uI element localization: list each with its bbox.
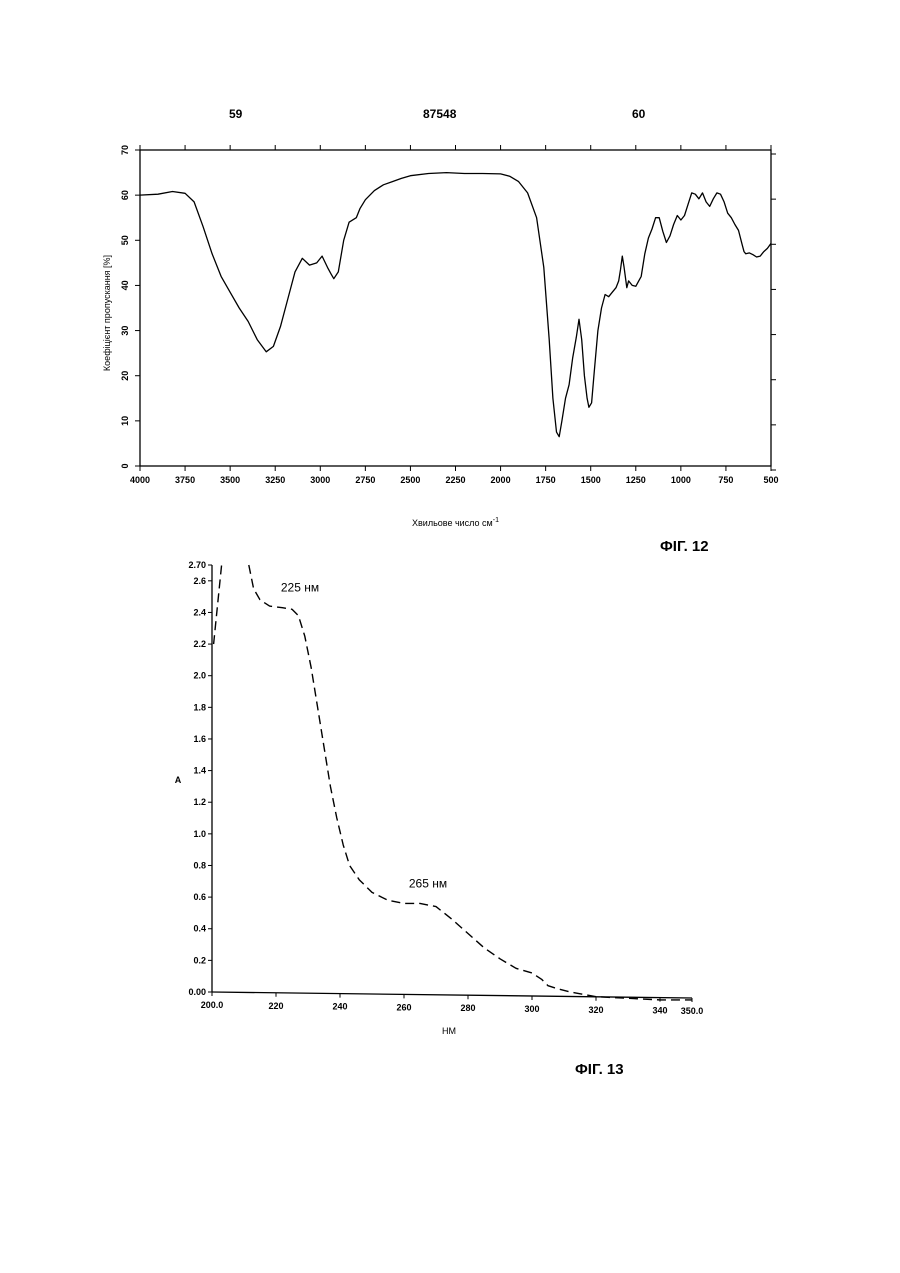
uv-x-tick-label: 260 <box>396 1002 411 1012</box>
uv-y-tick-label: 2.0 <box>193 671 206 681</box>
uv-y-tick-label: 0.4 <box>193 924 206 934</box>
uv-x-tick-label: 350.0 <box>681 1006 704 1016</box>
uv-y-tick-label: 2.4 <box>193 607 206 617</box>
uv-y-tick-label: 2.6 <box>193 576 206 586</box>
uv-absorbance-line <box>214 565 222 644</box>
uv-y-tick-label: 2.2 <box>193 639 206 649</box>
uv-x-tick-label: 240 <box>332 1002 347 1012</box>
uv-peak-annotation: 265 нм <box>409 876 447 890</box>
uv-y-tick-label: 0.2 <box>193 955 206 965</box>
uv-y-tick-label: 2.70 <box>188 560 206 570</box>
uv-y-tick-label: 1.4 <box>193 766 206 776</box>
uv-y-tick-label: 0.6 <box>193 892 206 902</box>
uv-y-tick-label: 1.8 <box>193 702 206 712</box>
uv-x-tick-label: 340 <box>652 1006 667 1016</box>
uv-y-tick-label: 0.8 <box>193 860 206 870</box>
uv-x-axis <box>212 992 692 998</box>
uv-x-tick-label: 320 <box>588 1005 603 1015</box>
uv-x-tick-label: 220 <box>268 1001 283 1011</box>
uv-y-tick-label: 1.2 <box>193 797 206 807</box>
uv-y-tick-label: 0.00 <box>188 987 206 997</box>
uv-y-tick-label: 1.0 <box>193 829 206 839</box>
uv-y-tick-label: 1.6 <box>193 734 206 744</box>
uv-peak-annotation: 225 нм <box>281 581 319 595</box>
uv-x-tick-label: 280 <box>460 1003 475 1013</box>
uv-x-axis-title: НМ <box>442 1026 456 1036</box>
uv-x-tick-label: 200.0 <box>201 1000 224 1010</box>
uv-y-axis-title: A <box>175 775 182 785</box>
uv-absorbance-line <box>249 565 692 1000</box>
uv-x-tick-label: 300 <box>524 1004 539 1014</box>
